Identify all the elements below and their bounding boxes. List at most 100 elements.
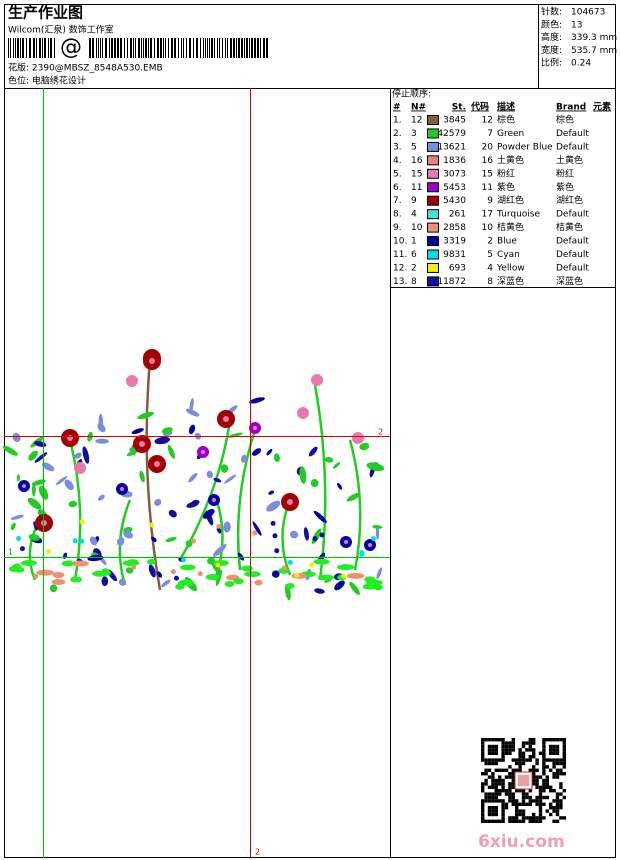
row-index: 8.: [393, 210, 402, 220]
qr-cell: [555, 792, 560, 796]
bud: [294, 572, 300, 578]
qr-cell: [562, 744, 566, 749]
bar: [26, 38, 27, 58]
flower-center: [201, 450, 205, 454]
stitches: 3319: [443, 237, 466, 247]
bar: [222, 38, 223, 58]
qr-cell: [528, 816, 532, 820]
leaf: [266, 448, 273, 456]
bar: [135, 38, 136, 58]
qr-cell: [545, 775, 549, 779]
flower-center: [139, 441, 145, 447]
qr-cell: [545, 778, 549, 783]
brand: Default: [556, 263, 589, 273]
column-header: St.: [452, 103, 466, 113]
qr-cell: [494, 761, 498, 766]
stem: [348, 439, 362, 571]
qr-cell: [528, 795, 532, 800]
qr-cell: [487, 744, 492, 749]
ground-leaf: [286, 583, 295, 590]
bud: [309, 562, 315, 568]
qr-cell: [498, 792, 502, 796]
qr-cell: [518, 751, 522, 755]
leaf: [188, 472, 198, 483]
leaf: [228, 432, 243, 438]
qr-cell: [501, 744, 505, 749]
desc: Powder Blue: [497, 142, 553, 152]
code: 11: [482, 183, 493, 193]
bar: [120, 38, 122, 58]
stat-value: 535.7 mm: [571, 46, 617, 56]
desc: 粉红: [497, 167, 515, 179]
qr-cell: [555, 799, 560, 803]
bar: [130, 38, 132, 58]
qr-cell: [484, 795, 488, 800]
qr-cell: [487, 785, 492, 789]
flower-center: [78, 466, 82, 470]
desc: Turquoise: [496, 210, 540, 220]
qr-cell: [542, 751, 546, 755]
stat-value: 104673: [571, 8, 605, 18]
qr-cell: [521, 799, 526, 803]
flower-center: [67, 435, 73, 441]
qr-cell: [494, 809, 498, 813]
qr-cell: [481, 758, 485, 762]
bar: [205, 38, 206, 58]
leaf: [220, 464, 229, 473]
stitches: 2858: [443, 223, 466, 233]
qr-cell: [484, 778, 488, 783]
qr-cell: [521, 789, 526, 793]
ground-leaf: [241, 565, 253, 572]
qr-code: [481, 738, 566, 823]
qr-cell: [549, 802, 553, 806]
qr-cell: [484, 768, 488, 772]
qr-cell: [494, 789, 498, 793]
qr-cell: [528, 744, 532, 749]
column-header: 代码: [470, 101, 489, 113]
needle: 1: [411, 237, 417, 247]
bar: [230, 38, 232, 58]
leaf: [337, 482, 343, 490]
qr-cell: [481, 819, 485, 823]
qr-cell: [562, 751, 566, 755]
qr-cell: [494, 799, 498, 803]
qr-cell: [528, 789, 532, 793]
row-index: 5.: [393, 169, 402, 179]
qr-cell: [559, 782, 563, 786]
qr-cell: [518, 768, 522, 772]
qr-cell: [552, 748, 556, 752]
code: 8: [487, 277, 493, 287]
qr-cell: [491, 782, 495, 786]
qr-cell: [487, 738, 492, 742]
qr-cell: [515, 768, 519, 772]
qr-cell: [532, 816, 536, 820]
leaf: [375, 525, 380, 540]
qr-cell: [491, 751, 495, 755]
qr-cell: [552, 761, 556, 766]
bar: [233, 38, 235, 58]
stat-label: 高度:: [541, 31, 562, 43]
qr-cell: [484, 772, 488, 776]
ground-leaf: [70, 576, 83, 583]
bud: [216, 523, 222, 529]
bud: [319, 532, 325, 538]
qr-cell: [538, 792, 543, 796]
leaf: [156, 571, 163, 578]
brand: 紫色: [556, 181, 574, 193]
qr-cell: [521, 744, 526, 749]
bar: [236, 38, 237, 58]
qr-cell: [515, 812, 519, 817]
qr-cell: [487, 775, 492, 779]
bar: [189, 38, 191, 58]
code: 4: [487, 263, 493, 273]
qr-cell: [552, 738, 556, 742]
qr-cell: [559, 768, 563, 772]
bud: [170, 569, 176, 575]
qr-cell: [532, 812, 536, 817]
leaf: [28, 450, 38, 461]
ground-leaf: [278, 567, 290, 574]
leaf: [151, 536, 157, 543]
qr-cell: [535, 799, 539, 803]
qr-cell: [504, 741, 509, 745]
qr-cell: [487, 768, 492, 772]
